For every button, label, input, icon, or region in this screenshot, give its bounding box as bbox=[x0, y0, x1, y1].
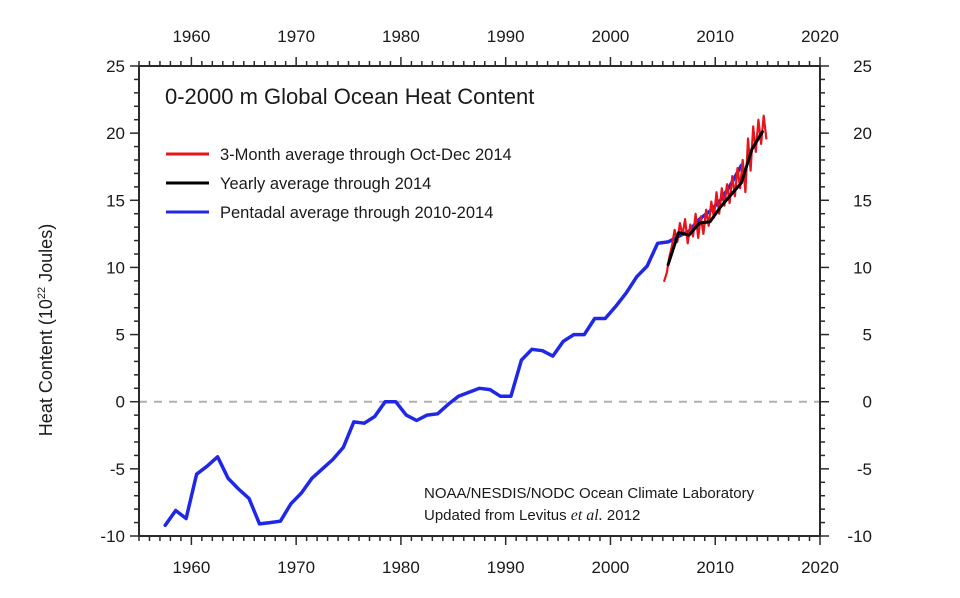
y-tick-label-right: -5 bbox=[857, 460, 872, 479]
y-tick-label-left: 5 bbox=[116, 326, 125, 345]
axis-tick-labels: 1960196019701970198019801990199020002000… bbox=[100, 27, 872, 577]
x-tick-label-top: 1960 bbox=[172, 27, 210, 46]
credit-annotation: NOAA/NESDIS/NODC Ocean Climate Laborator… bbox=[424, 485, 755, 524]
y-tick-label-right: 15 bbox=[853, 191, 872, 210]
chart-title: 0-2000 m Global Ocean Heat Content bbox=[165, 84, 534, 109]
plot-frame bbox=[138, 65, 821, 537]
y-tick-label-right: 20 bbox=[853, 124, 872, 143]
x-tick-label-top: 1970 bbox=[277, 27, 315, 46]
x-tick-label-bottom: 1990 bbox=[487, 558, 525, 577]
y-tick-label-right: 0 bbox=[863, 393, 872, 412]
credit-line-1: NOAA/NESDIS/NODC Ocean Climate Laborator… bbox=[424, 485, 755, 502]
x-tick-label-bottom: 1960 bbox=[172, 558, 210, 577]
y-axis-label-prefix: Heat Content (10 bbox=[36, 299, 56, 436]
legend-item-pentadal: Pentadal average through 2010-2014 bbox=[166, 204, 493, 222]
series-line-pentadal bbox=[163, 163, 744, 528]
x-tick-label-bottom: 1980 bbox=[382, 558, 420, 577]
legend-label-3-month: 3-Month average through Oct-Dec 2014 bbox=[220, 146, 512, 164]
x-tick-label-top: 2010 bbox=[696, 27, 734, 46]
credit-line-2-prefix: Updated from Levitus bbox=[424, 507, 571, 524]
x-tick-label-bottom: 2010 bbox=[696, 558, 734, 577]
y-tick-label-right: 5 bbox=[863, 326, 872, 345]
y-tick-label-right: 25 bbox=[853, 57, 872, 76]
x-tick-label-top: 2020 bbox=[801, 27, 839, 46]
x-tick-label-bottom: 2000 bbox=[592, 558, 630, 577]
y-tick-label-left: 25 bbox=[106, 57, 125, 76]
y-axis-label-superscript: 22 bbox=[36, 287, 48, 299]
x-tick-label-top: 1990 bbox=[487, 27, 525, 46]
axis-ticks bbox=[130, 57, 829, 545]
legend-label-yearly: Yearly average through 2014 bbox=[220, 175, 431, 193]
y-tick-label-left: 0 bbox=[116, 393, 125, 412]
x-tick-label-top: 1980 bbox=[382, 27, 420, 46]
series-line-yearly bbox=[666, 130, 764, 267]
y-tick-label-right: 10 bbox=[853, 258, 872, 277]
legend-label-pentadal: Pentadal average through 2010-2014 bbox=[220, 204, 493, 222]
y-tick-label-left: 20 bbox=[106, 124, 125, 143]
y-tick-label-right: -10 bbox=[847, 527, 872, 546]
y-tick-label-left: -10 bbox=[100, 527, 125, 546]
y-tick-label-left: 15 bbox=[106, 191, 125, 210]
legend-item-3-month: 3-Month average through Oct-Dec 2014 bbox=[166, 146, 512, 164]
legend: 3-Month average through Oct-Dec 2014 Yea… bbox=[166, 146, 512, 222]
x-tick-label-bottom: 1970 bbox=[277, 558, 315, 577]
legend-item-yearly: Yearly average through 2014 bbox=[166, 175, 431, 193]
y-axis-label: Heat Content (1022 Joules) bbox=[36, 224, 56, 436]
y-axis-label-suffix: Joules) bbox=[36, 224, 56, 287]
x-tick-label-bottom: 2020 bbox=[801, 558, 839, 577]
x-tick-label-top: 2000 bbox=[592, 27, 630, 46]
y-tick-label-left: 10 bbox=[106, 258, 125, 277]
credit-line-2-italic: et al. bbox=[571, 507, 603, 524]
y-tick-label-left: -5 bbox=[110, 460, 125, 479]
series-layer bbox=[163, 114, 768, 528]
credit-line-2: Updated from Levitus et al. 2012 bbox=[424, 507, 640, 524]
credit-line-2-suffix: 2012 bbox=[603, 507, 641, 524]
